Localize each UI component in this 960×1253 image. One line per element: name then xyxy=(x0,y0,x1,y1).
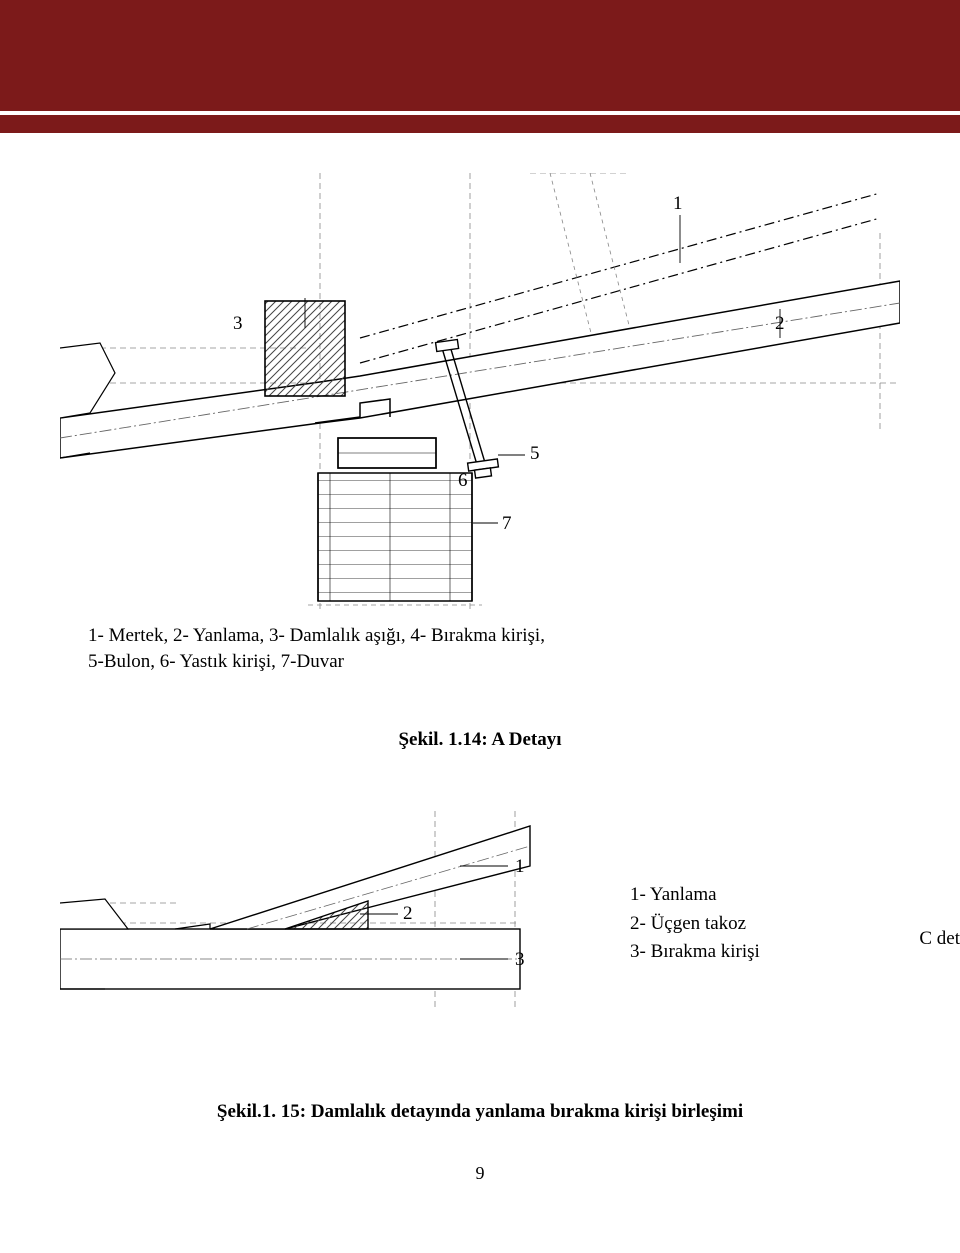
figure2-caption: Şekil.1. 15: Damlalık detayında yanlama … xyxy=(60,1101,900,1123)
fig2-label-2: 2 xyxy=(403,903,413,925)
figure2-legend-3: 3- Bırakma kirişi xyxy=(630,938,760,967)
fig1-label-7: 7 xyxy=(502,513,512,535)
header-main xyxy=(0,0,960,115)
page-content: 1 2 3 5 6 7 1- Mertek, 2- Yanlama, 3- Da… xyxy=(0,133,960,1204)
figure1-legend-line2: 5-Bulon, 6- Yastık kirişi, 7-Duvar xyxy=(88,649,900,675)
page-number: 9 xyxy=(60,1163,900,1184)
fig2-label-3: 3 xyxy=(515,949,525,971)
header-strip xyxy=(0,115,960,133)
c-det-text: C det xyxy=(919,928,960,950)
fig1-label-1: 1 xyxy=(673,193,683,215)
figure-1: 1 2 3 5 6 7 xyxy=(60,173,900,613)
fig1-label-5: 5 xyxy=(530,443,540,465)
figure2-legend: 1- Yanlama 2- Üçgen takoz 3- Bırakma kir… xyxy=(630,881,760,967)
header-bar xyxy=(0,0,960,133)
figure1-caption: Şekil. 1.14: A Detayı xyxy=(60,729,900,751)
figure1-legend-line1: 1- Mertek, 2- Yanlama, 3- Damlalık aşığı… xyxy=(88,623,900,649)
fig1-label-3: 3 xyxy=(233,313,243,335)
figure-2: 1 2 3 1- Yanlama 2- Üçgen takoz 3- Bırak… xyxy=(60,811,900,1031)
fig1-label-6: 6 xyxy=(458,470,468,492)
figure2-legend-2: 2- Üçgen takoz xyxy=(630,910,760,939)
fig1-label-2: 2 xyxy=(775,313,785,335)
figure2-legend-1: 1- Yanlama xyxy=(630,881,760,910)
fig2-label-1: 1 xyxy=(515,856,525,878)
figure1-legend: 1- Mertek, 2- Yanlama, 3- Damlalık aşığı… xyxy=(88,623,900,674)
